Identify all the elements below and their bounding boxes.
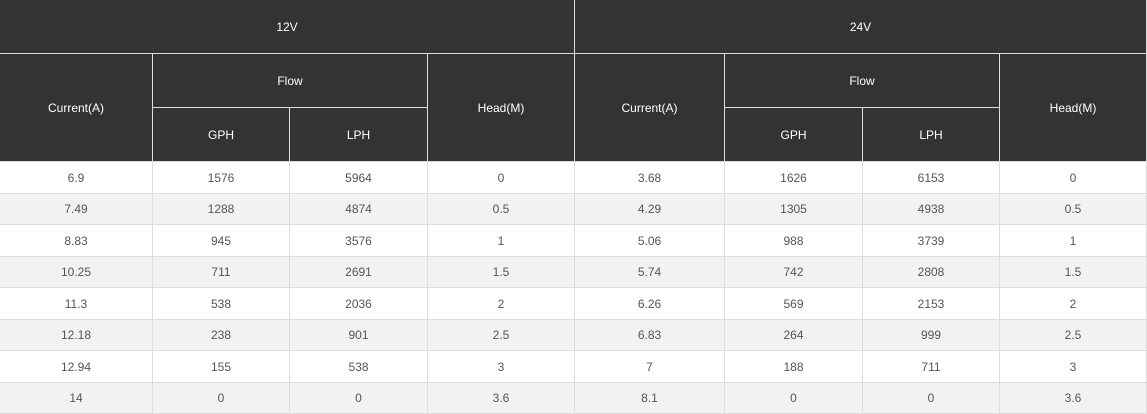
table-cell: 5.74 (575, 257, 725, 288)
table-cell: 7.49 (0, 194, 153, 225)
table-cell: 945 (153, 225, 290, 257)
column-header: LPH (863, 108, 1000, 162)
table-cell: 0 (153, 383, 290, 414)
table-cell: 0.5 (428, 194, 575, 225)
table-cell: 2036 (290, 288, 428, 320)
table-cell: 6.26 (575, 288, 725, 320)
table-cell: 6.9 (0, 162, 153, 194)
table-cell: 569 (725, 288, 863, 320)
table-cell: 2691 (290, 257, 428, 288)
table-cell: 188 (725, 351, 863, 383)
table-cell: 0 (290, 383, 428, 414)
table-cell: 3739 (863, 225, 1000, 257)
table-cell: 2153 (863, 288, 1000, 320)
table-cell: 538 (153, 288, 290, 320)
column-header: Flow (725, 54, 1000, 108)
table-cell: 711 (863, 351, 1000, 383)
table-cell: 1305 (725, 194, 863, 225)
table-cell: 5964 (290, 162, 428, 194)
table-cell: 2.5 (428, 320, 575, 351)
column-header: Head(M) (428, 54, 575, 162)
table-cell: 11.3 (0, 288, 153, 320)
table-cell: 12.94 (0, 351, 153, 383)
table-cell: 1626 (725, 162, 863, 194)
column-header: Flow (153, 54, 428, 108)
table-cell: 742 (725, 257, 863, 288)
group-header: 24V (575, 0, 1147, 54)
table-cell: 1 (1000, 225, 1147, 257)
table-cell: 999 (863, 320, 1000, 351)
table-cell: 4874 (290, 194, 428, 225)
table-cell: 3576 (290, 225, 428, 257)
table-cell: 7 (575, 351, 725, 383)
table-cell: 8.83 (0, 225, 153, 257)
column-header: GPH (153, 108, 290, 162)
table-cell: 8.1 (575, 383, 725, 414)
table-cell: 12.18 (0, 320, 153, 351)
table-cell: 1576 (153, 162, 290, 194)
table-cell: 10.25 (0, 257, 153, 288)
table-cell: 988 (725, 225, 863, 257)
table-cell: 4938 (863, 194, 1000, 225)
table-cell: 2 (1000, 288, 1147, 320)
table-cell: 155 (153, 351, 290, 383)
table-cell: 1 (428, 225, 575, 257)
table-cell: 1288 (153, 194, 290, 225)
table-cell: 3 (428, 351, 575, 383)
column-header: Current(A) (575, 54, 725, 162)
column-header: Current(A) (0, 54, 153, 162)
group-header: 12V (0, 0, 575, 54)
table-cell: 5.06 (575, 225, 725, 257)
table-cell: 4.29 (575, 194, 725, 225)
table-cell: 6.83 (575, 320, 725, 351)
table-cell: 264 (725, 320, 863, 351)
table-cell: 2808 (863, 257, 1000, 288)
table-cell: 0 (863, 383, 1000, 414)
table-cell: 3 (1000, 351, 1147, 383)
table-cell: 0.5 (1000, 194, 1147, 225)
table-cell: 0 (1000, 162, 1147, 194)
column-header: LPH (290, 108, 428, 162)
column-header: GPH (725, 108, 863, 162)
column-header: Head(M) (1000, 54, 1147, 162)
table-cell: 538 (290, 351, 428, 383)
table-cell: 1.5 (428, 257, 575, 288)
table-cell: 2.5 (1000, 320, 1147, 351)
table-cell: 901 (290, 320, 428, 351)
table-cell: 1.5 (1000, 257, 1147, 288)
table-cell: 2 (428, 288, 575, 320)
table-cell: 6153 (863, 162, 1000, 194)
table-cell: 0 (428, 162, 575, 194)
table-cell: 0 (725, 383, 863, 414)
table-cell: 238 (153, 320, 290, 351)
table-cell: 14 (0, 383, 153, 414)
table-cell: 711 (153, 257, 290, 288)
table-cell: 3.68 (575, 162, 725, 194)
table-cell: 3.6 (1000, 383, 1147, 414)
table-cell: 3.6 (428, 383, 575, 414)
